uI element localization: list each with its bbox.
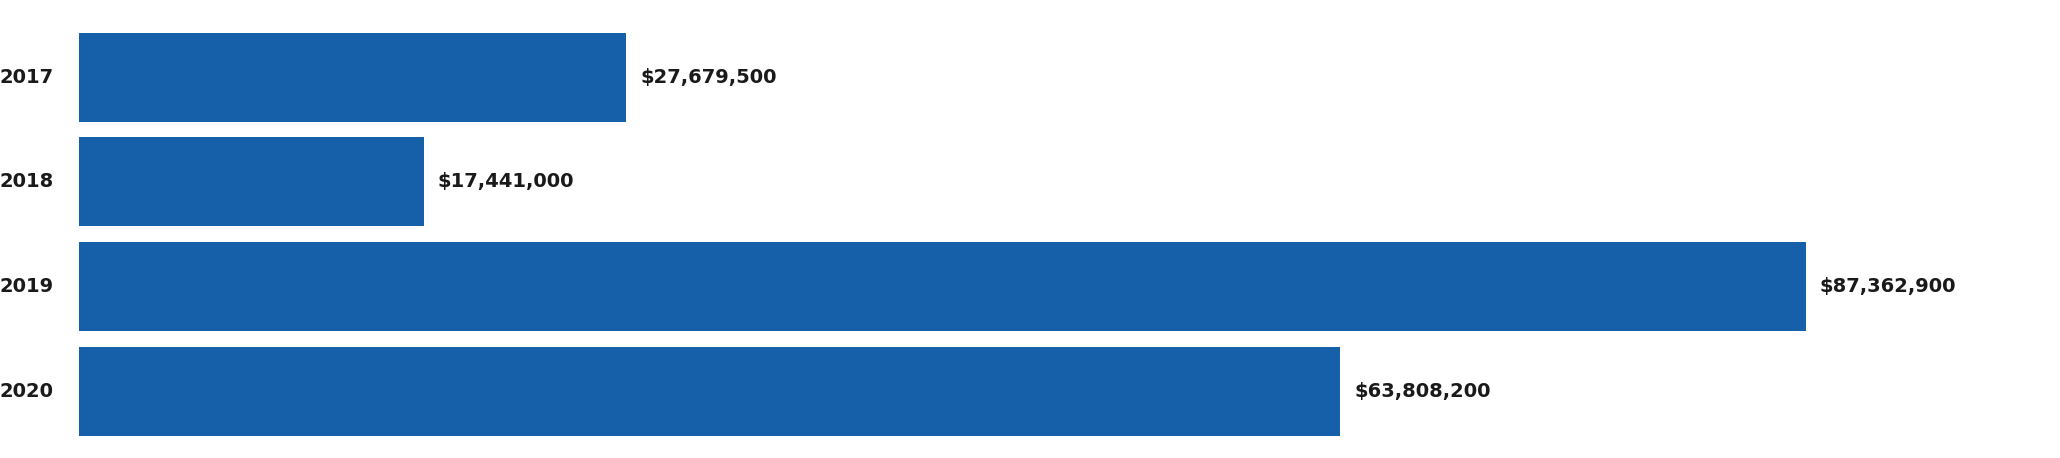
Bar <box>78 242 1807 331</box>
Text: $87,362,900: $87,362,900 <box>1819 277 1957 296</box>
Text: 2018: 2018 <box>0 173 54 191</box>
Text: $63,808,200: $63,808,200 <box>1353 382 1491 401</box>
Text: 2017: 2017 <box>0 68 54 87</box>
Text: $17,441,000: $17,441,000 <box>439 173 575 191</box>
Text: 2019: 2019 <box>0 277 54 296</box>
Text: 2020: 2020 <box>0 382 54 401</box>
Bar <box>78 347 1341 436</box>
Text: $27,679,500: $27,679,500 <box>641 68 777 87</box>
Bar <box>78 137 424 226</box>
Bar <box>78 33 626 122</box>
